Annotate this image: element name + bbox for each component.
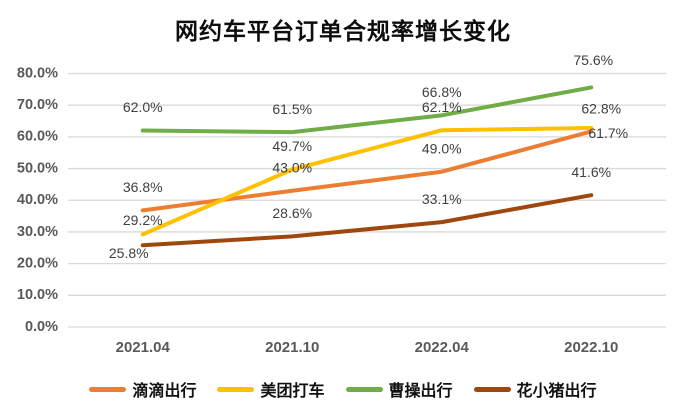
y-tick-label: 80.0%: [17, 65, 58, 81]
y-tick-label: 40.0%: [17, 192, 58, 208]
y-tick-label: 30.0%: [17, 224, 58, 240]
legend-swatch-didi-icon: [89, 386, 127, 392]
legend-label-caocao: 曹操出行: [388, 383, 453, 400]
data-label: 41.6%: [571, 164, 611, 180]
y-tick-label: 60.0%: [17, 129, 58, 145]
legend-swatch-caocao-icon: [345, 386, 383, 392]
data-label: 33.1%: [422, 191, 462, 207]
y-tick-label: 0.0%: [25, 319, 58, 335]
legend-label-didi: 滴滴出行: [132, 383, 197, 400]
data-label: 29.2%: [123, 212, 163, 228]
chart-title: 网约车平台订单合规率增长变化: [175, 18, 511, 44]
y-tick-label: 20.0%: [17, 255, 58, 271]
data-label: 66.8%: [422, 84, 462, 100]
data-label: 61.7%: [588, 125, 628, 141]
x-tick-label: 2022.10: [564, 339, 618, 356]
series-line-2: [140, 85, 594, 135]
data-label: 49.7%: [272, 138, 312, 154]
data-label: 25.8%: [109, 245, 149, 261]
data-label: 49.0%: [422, 140, 462, 156]
legend-item-didi: 滴滴出行: [89, 377, 196, 401]
data-label: 62.8%: [581, 101, 621, 117]
series-line-0: [140, 129, 594, 213]
data-label: 62.0%: [123, 99, 163, 115]
y-tick-label: 70.0%: [17, 97, 58, 113]
data-label: 62.1%: [422, 99, 462, 115]
legend-swatch-meituan-icon: [217, 386, 255, 392]
data-label: 75.6%: [573, 52, 613, 68]
series-line-3: [140, 193, 594, 248]
legend-swatch-huaxiaozhu-icon: [473, 386, 511, 392]
series-line-1: [140, 126, 594, 237]
data-label: 61.5%: [272, 101, 312, 117]
legend: 滴滴出行 美团打车 曹操出行 花小猪出行: [0, 377, 686, 401]
legend-item-caocao: 曹操出行: [345, 377, 453, 401]
legend-label-meituan: 美团打车: [260, 383, 325, 400]
data-label: 28.6%: [272, 205, 312, 221]
y-tick-label: 50.0%: [17, 160, 58, 176]
legend-label-huaxiaozhu: 花小猪出行: [516, 383, 597, 400]
x-tick-label: 2021.10: [265, 339, 319, 356]
legend-item-huaxiaozhu: 花小猪出行: [473, 377, 597, 401]
x-tick-label: 2022.04: [415, 339, 470, 356]
x-tick-label: 2021.04: [116, 339, 171, 356]
data-label: 43.0%: [272, 159, 312, 175]
legend-item-meituan: 美团打车: [217, 377, 325, 401]
data-label: 36.8%: [123, 179, 163, 195]
y-tick-label: 10.0%: [17, 287, 58, 303]
